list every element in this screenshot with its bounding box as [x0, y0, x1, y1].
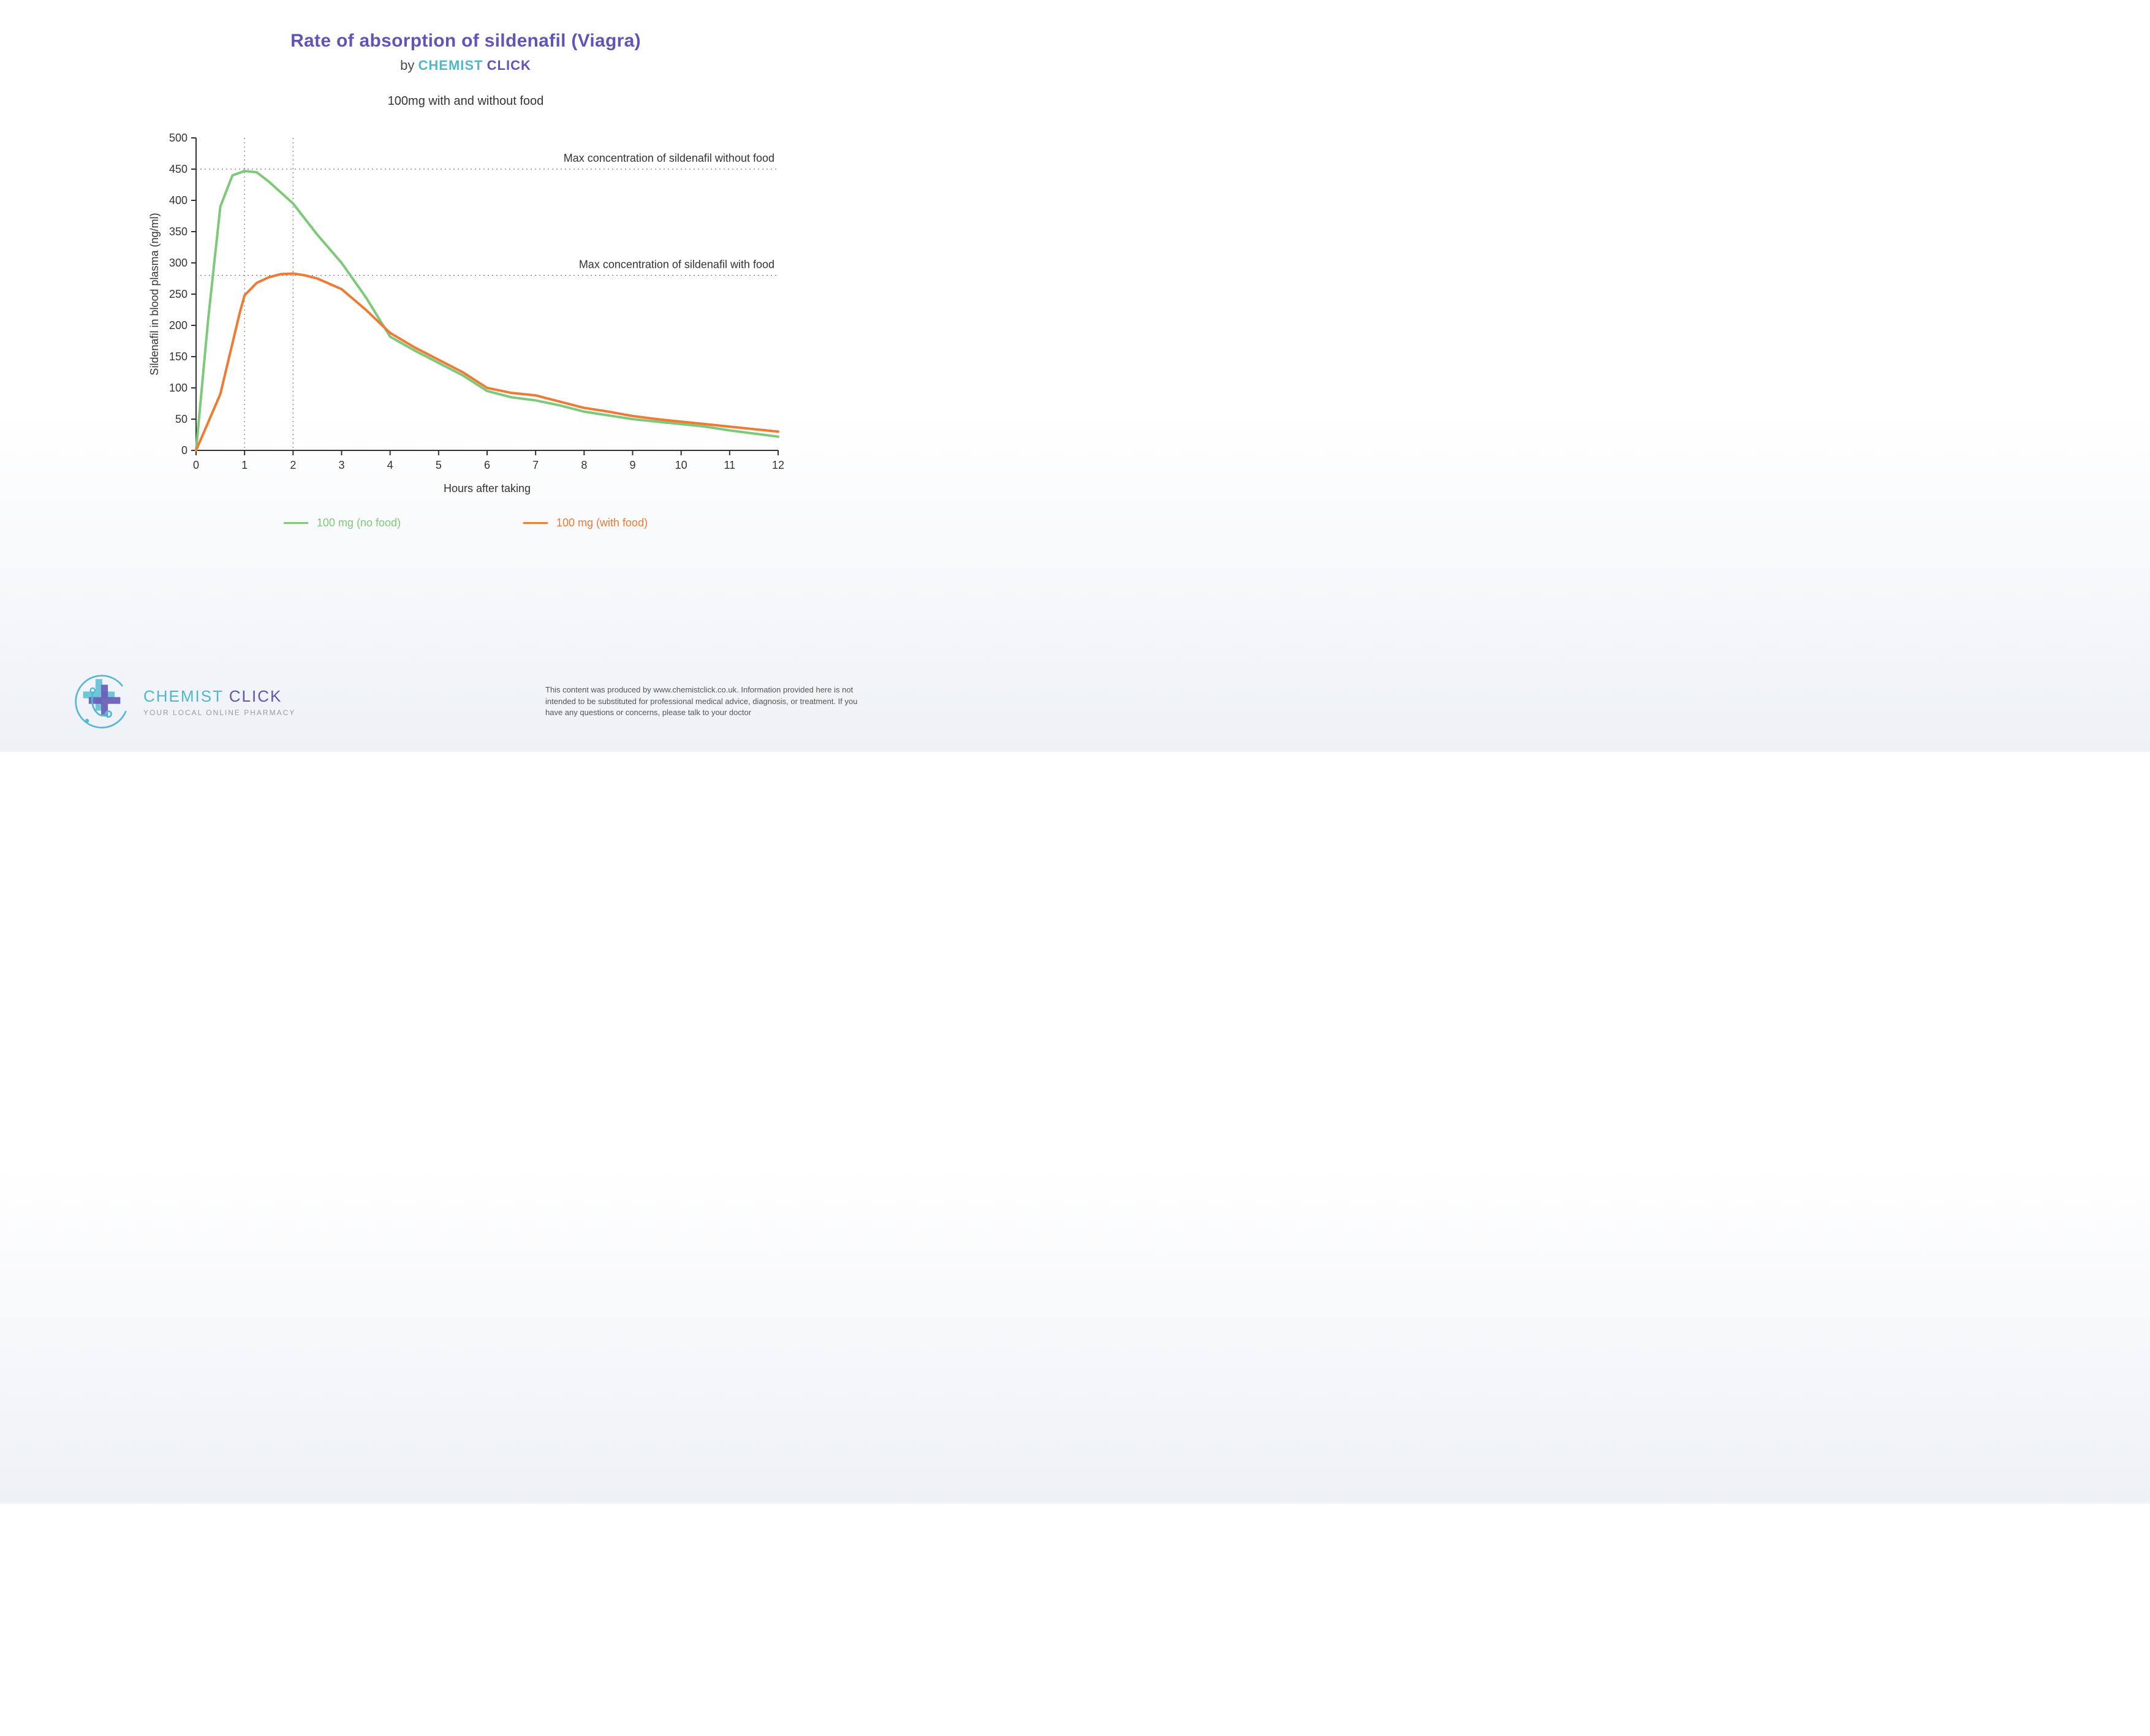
- svg-text:Max concentration of sildenafi: Max concentration of sildenafil without …: [564, 152, 774, 164]
- brand-word-2: CLICK: [487, 58, 531, 73]
- chart-legend: 100 mg (no food) 100 mg (with food): [0, 517, 931, 529]
- svg-text:3: 3: [338, 459, 344, 471]
- footer-brand-name: CHEMIST CLICK: [143, 687, 295, 706]
- svg-text:0: 0: [193, 459, 199, 471]
- svg-text:Hours after taking: Hours after taking: [444, 482, 531, 495]
- legend-label-with-food: 100 mg (with food): [556, 517, 648, 529]
- svg-text:150: 150: [169, 351, 187, 363]
- svg-text:10: 10: [675, 459, 687, 471]
- svg-text:2: 2: [290, 459, 296, 471]
- footer-brand-word-2: CLICK: [229, 687, 282, 705]
- svg-text:100: 100: [169, 382, 187, 394]
- legend-swatch-no-food: [284, 522, 308, 524]
- brand-word-1: CHEMIST: [418, 58, 483, 73]
- legend-item-no-food: 100 mg (no food): [284, 517, 401, 529]
- svg-text:450: 450: [169, 163, 187, 175]
- svg-text:0: 0: [181, 444, 187, 457]
- legend-swatch-with-food: [523, 522, 548, 524]
- absorption-chart: 0501001502002503003504004505000123456789…: [141, 126, 790, 506]
- chart-subtitle: 100mg with and without food: [0, 94, 931, 108]
- svg-text:12: 12: [772, 459, 784, 471]
- svg-text:50: 50: [175, 413, 187, 425]
- byline-prefix: by: [400, 58, 418, 73]
- footer-brand-tagline: YOUR LOCAL ONLINE PHARMACY: [143, 708, 295, 717]
- svg-text:Max concentration of sildenafi: Max concentration of sildenafil with foo…: [579, 258, 774, 270]
- footer-brand: CHEMIST CLICK YOUR LOCAL ONLINE PHARMACY: [74, 673, 295, 730]
- svg-text:1: 1: [241, 459, 248, 471]
- byline: by CHEMIST CLICK: [0, 58, 931, 74]
- page-title: Rate of absorption of sildenafil (Viagra…: [0, 31, 931, 51]
- legend-item-with-food: 100 mg (with food): [523, 517, 648, 529]
- svg-text:5: 5: [436, 459, 442, 471]
- svg-text:350: 350: [169, 226, 187, 238]
- svg-text:250: 250: [169, 288, 187, 300]
- svg-text:9: 9: [629, 459, 635, 471]
- footer-brand-word-1: CHEMIST: [143, 687, 224, 705]
- svg-text:300: 300: [169, 257, 187, 269]
- svg-text:400: 400: [169, 194, 187, 207]
- svg-text:4: 4: [387, 459, 393, 471]
- svg-text:6: 6: [484, 459, 490, 471]
- brand-logo-icon: [74, 673, 130, 730]
- legend-label-no-food: 100 mg (no food): [317, 517, 401, 529]
- footer-disclaimer: This content was produced by www.chemist…: [545, 684, 876, 719]
- svg-text:8: 8: [581, 459, 587, 471]
- svg-text:7: 7: [532, 459, 539, 471]
- svg-text:200: 200: [169, 319, 187, 332]
- svg-text:Sildenafil in blood plasma (ng: Sildenafil in blood plasma (ng/ml): [148, 213, 161, 375]
- svg-text:500: 500: [169, 132, 187, 144]
- svg-text:11: 11: [724, 459, 735, 471]
